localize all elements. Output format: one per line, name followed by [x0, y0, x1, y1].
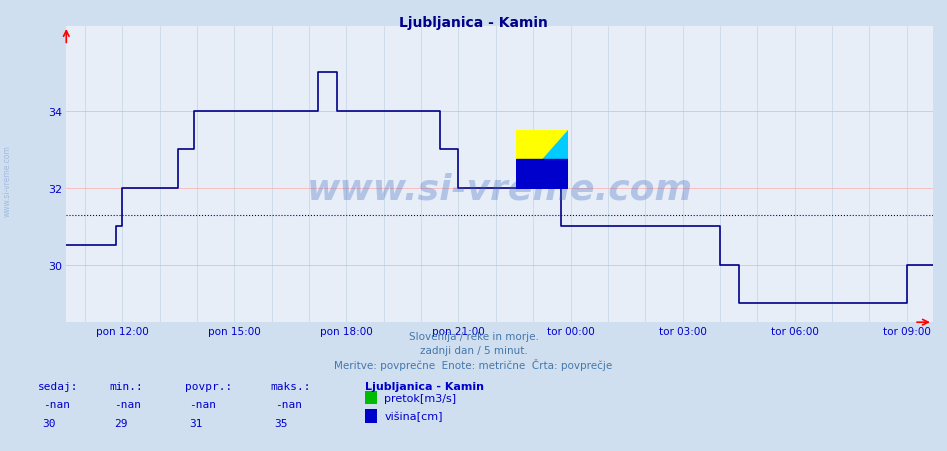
Text: 29: 29: [114, 419, 127, 428]
Text: višina[cm]: višina[cm]: [384, 410, 443, 421]
Text: -nan: -nan: [275, 399, 302, 409]
Text: -nan: -nan: [114, 399, 141, 409]
Text: 35: 35: [275, 419, 288, 428]
Text: maks.:: maks.:: [270, 381, 311, 391]
Polygon shape: [516, 131, 568, 189]
Text: -nan: -nan: [43, 399, 70, 409]
Polygon shape: [516, 160, 568, 189]
Text: sedaj:: sedaj:: [38, 381, 79, 391]
Text: pretok[m3/s]: pretok[m3/s]: [384, 393, 456, 403]
Text: 31: 31: [189, 419, 203, 428]
Text: Slovenija / reke in morje.: Slovenija / reke in morje.: [408, 331, 539, 341]
Text: Ljubljanica - Kamin: Ljubljanica - Kamin: [365, 381, 484, 391]
Text: povpr.:: povpr.:: [185, 381, 232, 391]
Text: Meritve: povprečne  Enote: metrične  Črta: povprečje: Meritve: povprečne Enote: metrične Črta:…: [334, 359, 613, 371]
Polygon shape: [516, 131, 568, 189]
Text: -nan: -nan: [189, 399, 217, 409]
Text: www.si-vreme.com: www.si-vreme.com: [3, 144, 12, 216]
Text: min.:: min.:: [109, 381, 143, 391]
Text: zadnji dan / 5 minut.: zadnji dan / 5 minut.: [420, 345, 527, 355]
Text: www.si-vreme.com: www.si-vreme.com: [307, 173, 692, 207]
Text: Ljubljanica - Kamin: Ljubljanica - Kamin: [399, 16, 548, 30]
Text: 30: 30: [43, 419, 56, 428]
